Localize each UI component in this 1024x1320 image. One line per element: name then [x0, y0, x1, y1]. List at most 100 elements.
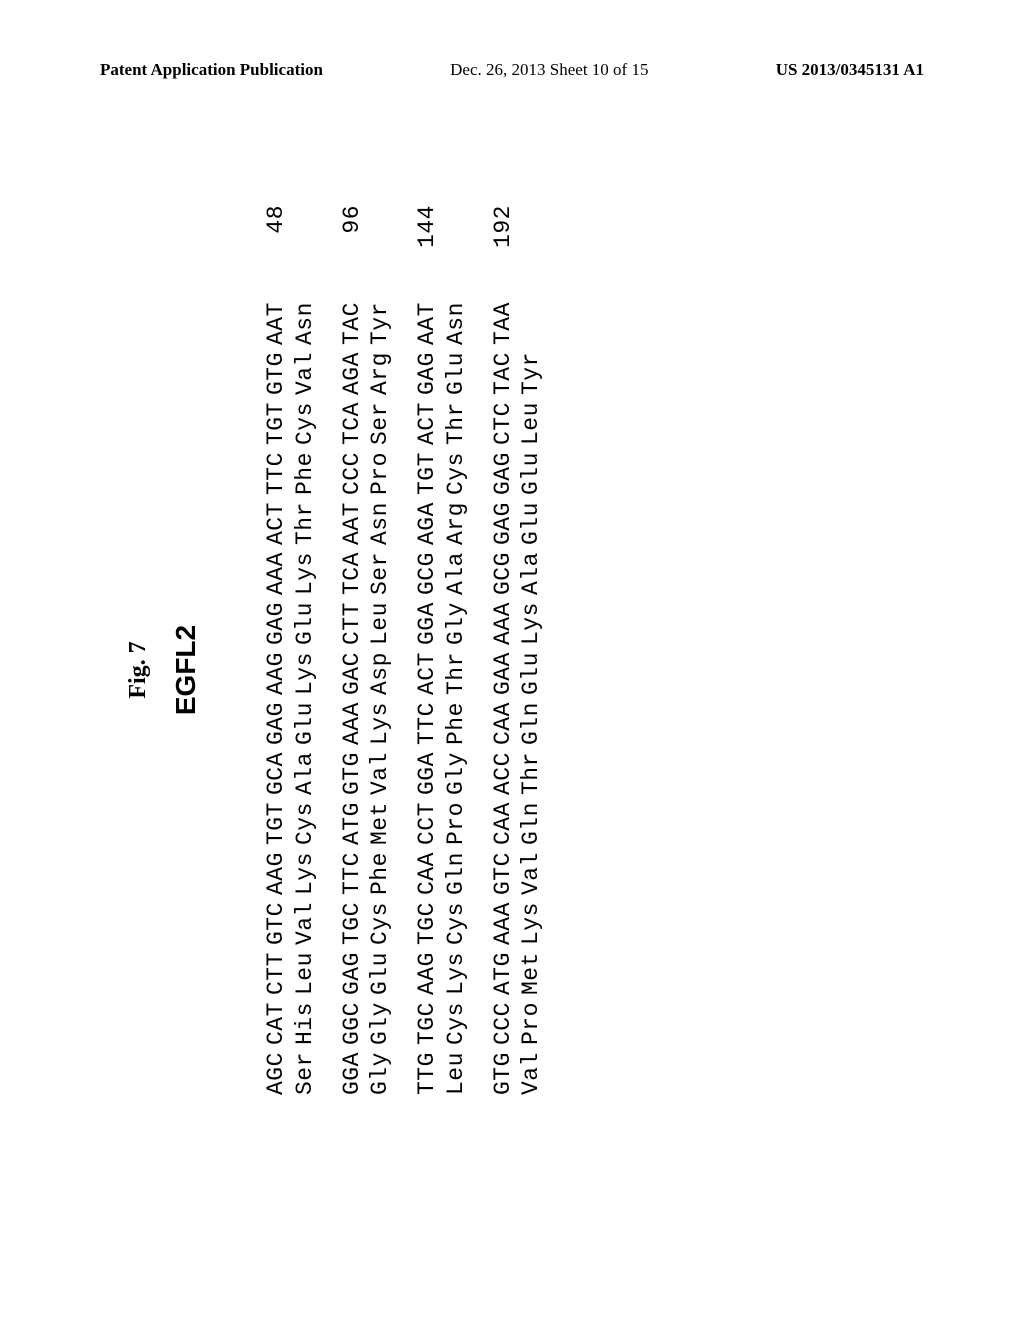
nucleotide-triplet: TTC: [413, 702, 442, 745]
codon: AGAArg: [413, 495, 471, 545]
nucleotide-triplet: GAG: [413, 352, 442, 395]
amino-acid: Cys: [291, 802, 320, 845]
nucleotide-triplet: AAG: [262, 652, 291, 695]
amino-acid: Glu: [366, 952, 395, 995]
codon: TGTCys: [262, 395, 320, 445]
nucleotide-triplet: CAA: [489, 802, 518, 845]
codon: CTCLeu: [489, 395, 547, 445]
codon: CCTPro: [413, 795, 471, 845]
nucleotide-triplet: TAA: [489, 302, 518, 345]
nucleotide-triplet: GGA: [338, 1052, 367, 1095]
codon: GAAGlu: [489, 645, 547, 695]
codon-columns: GGAGlyGGCGlyGAGGluTGCCysTTCPheATGMetGTGV…: [338, 295, 396, 1095]
amino-acid: Pro: [366, 452, 395, 495]
nucleotide-triplet: AGA: [413, 502, 442, 545]
amino-acid: Lys: [517, 902, 546, 945]
codon: AAALys: [489, 895, 547, 945]
codon: AATAsn: [338, 495, 396, 545]
amino-acid: Cys: [442, 1002, 471, 1045]
nucleotide-triplet: TGT: [262, 802, 291, 845]
codon: ACTThr: [413, 645, 471, 695]
amino-acid: Cys: [366, 902, 395, 945]
codon: CAAGln: [489, 695, 547, 745]
amino-acid: Val: [366, 752, 395, 795]
nucleotide-triplet: GAG: [489, 502, 518, 545]
nucleotide-triplet: GCA: [262, 752, 291, 795]
codon: ACTThr: [262, 495, 320, 545]
amino-acid: Gln: [517, 802, 546, 845]
amino-acid: Phe: [366, 852, 395, 895]
header-publication: Patent Application Publication: [100, 60, 323, 80]
amino-acid: Gly: [366, 1002, 395, 1045]
position-number: 192: [489, 205, 518, 275]
amino-acid: Asn: [442, 302, 471, 345]
figure-label: Fig. 7: [125, 95, 152, 1245]
amino-acid: Phe: [291, 452, 320, 495]
amino-acid: Lys: [517, 602, 546, 645]
position-number: 144: [413, 205, 442, 275]
amino-acid: Ala: [517, 552, 546, 595]
amino-acid: Asp: [366, 652, 395, 695]
nucleotide-triplet: GGC: [338, 1002, 367, 1045]
nucleotide-triplet: GAC: [338, 652, 367, 695]
amino-acid: Thr: [517, 752, 546, 795]
codon: GCGAla: [413, 545, 471, 595]
nucleotide-triplet: CTT: [338, 602, 367, 645]
codon: TGTCys: [262, 795, 320, 845]
amino-acid: Tyr: [366, 302, 395, 345]
sequence-row: GGAGlyGGCGlyGAGGluTGCCysTTCPheATGMetGTGV…: [338, 95, 396, 1095]
codon: AGCSer: [262, 1045, 320, 1095]
amino-acid: Ser: [366, 402, 395, 445]
codon: GGCGly: [338, 995, 396, 1045]
amino-acid: Leu: [517, 402, 546, 445]
codon: AAGLys: [413, 945, 471, 995]
nucleotide-triplet: TAC: [338, 302, 367, 345]
amino-acid: Gln: [442, 852, 471, 895]
figure-titles: Fig. 7 EGFL2: [125, 95, 202, 1245]
amino-acid: Lys: [291, 652, 320, 695]
codon: TGCCys: [413, 895, 471, 945]
codon: GAGGlu: [262, 695, 320, 745]
codon: AAALys: [338, 695, 396, 745]
nucleotide-triplet: ACC: [489, 752, 518, 795]
codon: GAGGlu: [413, 345, 471, 395]
nucleotide-triplet: CAA: [413, 852, 442, 895]
nucleotide-triplet: GAG: [262, 702, 291, 745]
nucleotide-triplet: GTG: [262, 352, 291, 395]
nucleotide-triplet: GAG: [338, 952, 367, 995]
amino-acid: Ala: [442, 552, 471, 595]
amino-acid: Pro: [517, 1002, 546, 1045]
amino-acid: Glu: [291, 602, 320, 645]
codon: GCAAla: [262, 745, 320, 795]
amino-acid: Glu: [517, 502, 546, 545]
nucleotide-triplet: AGC: [262, 1052, 291, 1095]
codon: GCGAla: [489, 545, 547, 595]
amino-acid: Leu: [442, 1052, 471, 1095]
codon: GTCVal: [262, 895, 320, 945]
codon: AAALys: [262, 545, 320, 595]
amino-acid: Arg: [442, 502, 471, 545]
amino-acid: Cys: [442, 902, 471, 945]
amino-acid: Asn: [366, 502, 395, 545]
codon: TTGLeu: [413, 1045, 471, 1095]
amino-acid: Ala: [291, 752, 320, 795]
page-header: Patent Application Publication Dec. 26, …: [0, 60, 1024, 80]
codon: AATAsn: [413, 295, 471, 345]
amino-acid: Gly: [442, 752, 471, 795]
amino-acid: Gln: [517, 702, 546, 745]
nucleotide-triplet: GAG: [489, 452, 518, 495]
codon: GGAGly: [413, 595, 471, 645]
nucleotide-triplet: TGC: [413, 1002, 442, 1045]
nucleotide-triplet: TGC: [413, 902, 442, 945]
nucleotide-triplet: AAA: [338, 702, 367, 745]
amino-acid: Met: [517, 952, 546, 995]
codon: TCASer: [338, 395, 396, 445]
codon: AAGLys: [262, 845, 320, 895]
nucleotide-triplet: GCG: [413, 552, 442, 595]
amino-acid: His: [291, 1002, 320, 1045]
figure-container: Fig. 7 EGFL2 AGCSerCATHisCTTLeuGTCValAAG…: [85, 95, 880, 1245]
codon: AAGLys: [262, 645, 320, 695]
codon: TTCPhe: [413, 695, 471, 745]
nucleotide-triplet: AGA: [338, 352, 367, 395]
amino-acid: Asn: [291, 302, 320, 345]
